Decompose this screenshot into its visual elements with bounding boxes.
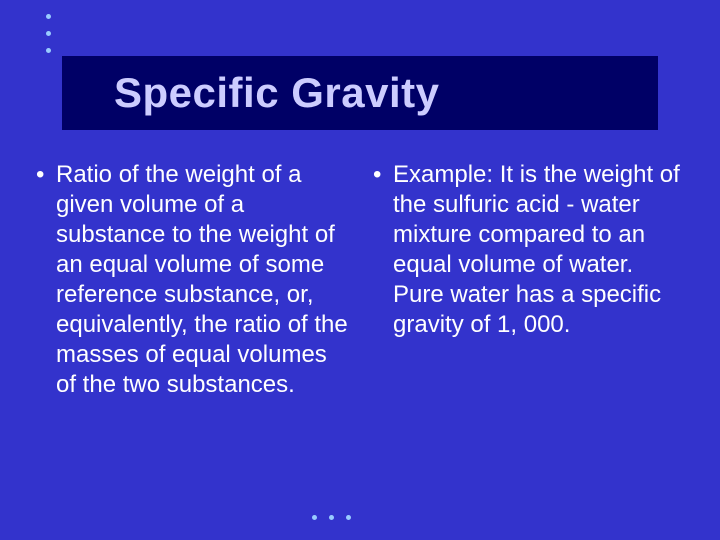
slide-title: Specific Gravity bbox=[114, 69, 439, 117]
dot-icon bbox=[346, 515, 351, 520]
dot-icon bbox=[46, 31, 51, 36]
decorative-dots-bottom bbox=[312, 515, 351, 520]
bullet-text: Ratio of the weight of a given volume of… bbox=[56, 160, 353, 400]
column-right: • Example: It is the weight of the sulfu… bbox=[371, 160, 690, 400]
column-left: • Ratio of the weight of a given volume … bbox=[34, 160, 353, 400]
dot-icon bbox=[46, 14, 51, 19]
dot-icon bbox=[329, 515, 334, 520]
bullet-icon: • bbox=[371, 160, 393, 190]
dot-icon bbox=[46, 48, 51, 53]
bullet-icon: • bbox=[34, 160, 56, 190]
decorative-dots-top bbox=[46, 14, 51, 53]
title-bar: Specific Gravity bbox=[62, 56, 658, 130]
dot-icon bbox=[312, 515, 317, 520]
bullet-item: • Example: It is the weight of the sulfu… bbox=[371, 160, 690, 340]
slide-body: • Ratio of the weight of a given volume … bbox=[34, 160, 690, 400]
bullet-text: Example: It is the weight of the sulfuri… bbox=[393, 160, 690, 340]
bullet-item: • Ratio of the weight of a given volume … bbox=[34, 160, 353, 400]
